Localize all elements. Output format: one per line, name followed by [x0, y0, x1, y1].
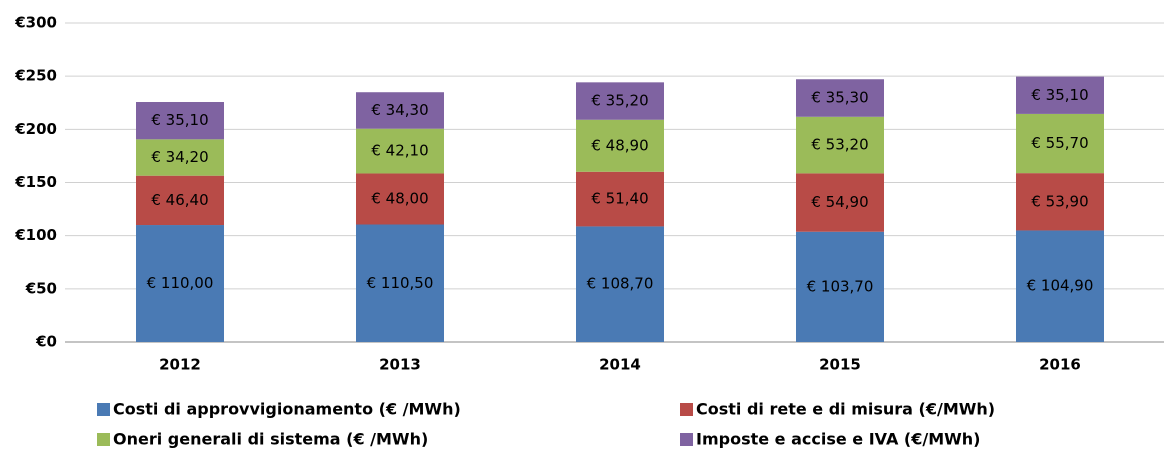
value-label: € 48,00: [371, 189, 428, 207]
y-tick-label: €150: [14, 173, 57, 191]
value-label: € 35,30: [811, 89, 868, 107]
value-label: € 108,70: [587, 275, 654, 293]
legend-label: Costi di approvvigionamento (€ /MWh): [113, 400, 461, 419]
y-tick-label: €250: [14, 67, 57, 85]
bar-segment: [576, 119, 664, 172]
bar-segment: [356, 128, 444, 174]
x-tick-label: 2015: [819, 356, 861, 374]
legend-label: Costi di rete e di misura (€/MWh): [696, 400, 995, 419]
value-label: € 110,00: [147, 274, 214, 292]
x-tick-label: 2012: [159, 356, 201, 374]
legend-swatch: [97, 433, 110, 446]
value-label: € 54,90: [811, 193, 868, 211]
x-tick-label: 2014: [599, 356, 641, 374]
bar-segment: [796, 116, 884, 174]
bar-segment: [576, 226, 664, 342]
bar-segment: [136, 102, 224, 140]
value-label: € 55,70: [1031, 134, 1088, 152]
value-label: € 35,10: [1031, 86, 1088, 104]
value-label: € 35,10: [151, 111, 208, 129]
value-label: € 103,70: [807, 277, 874, 295]
value-label: € 110,50: [367, 274, 434, 292]
bar-segment: [796, 79, 884, 117]
y-tick-label: €100: [14, 226, 57, 244]
legend-swatch: [97, 403, 110, 416]
x-tick-label: 2016: [1039, 356, 1081, 374]
bar-segment: [136, 225, 224, 342]
value-label: € 51,40: [591, 190, 648, 208]
bar-segment: [576, 171, 664, 227]
value-label: € 34,20: [151, 148, 208, 166]
bar-segment: [1016, 113, 1104, 174]
legend-label: Imposte e accise e IVA (€/MWh): [696, 430, 980, 449]
value-label: € 48,90: [591, 136, 648, 154]
y-tick-label: €300: [14, 14, 57, 32]
y-tick-label: €50: [25, 279, 57, 297]
bar-segment: [356, 92, 444, 129]
value-label: € 53,20: [811, 136, 868, 154]
value-label: € 46,40: [151, 191, 208, 209]
bar-segment: [796, 231, 884, 342]
bar-segment: [356, 224, 444, 342]
bar-segment: [1016, 76, 1104, 114]
bar-segment: [136, 139, 224, 176]
legend-swatch: [680, 433, 693, 446]
bar-segment: [1016, 230, 1104, 342]
bar-segment: [796, 173, 884, 232]
y-tick-label: €200: [14, 120, 57, 138]
bar-segment: [1016, 173, 1104, 231]
value-label: € 53,90: [1031, 192, 1088, 210]
x-tick-label: 2013: [379, 356, 421, 374]
bar-segment: [356, 173, 444, 225]
value-label: € 35,20: [591, 92, 648, 110]
value-label: € 34,30: [371, 101, 428, 119]
y-tick-label: €0: [35, 333, 57, 351]
legend-swatch: [680, 403, 693, 416]
legend-label: Oneri generali di sistema (€ /MWh): [113, 430, 428, 449]
value-label: € 104,90: [1027, 277, 1094, 295]
bar-segment: [136, 175, 224, 226]
bar-segment: [576, 82, 664, 120]
value-label: € 42,10: [371, 142, 428, 160]
